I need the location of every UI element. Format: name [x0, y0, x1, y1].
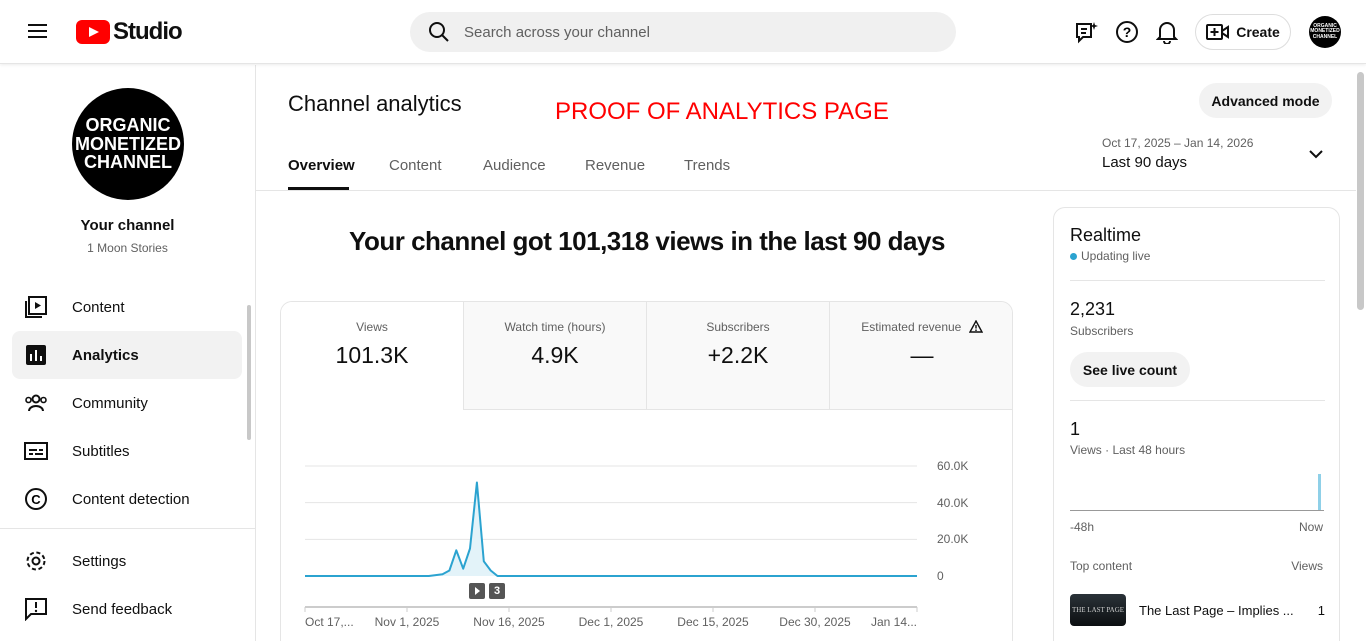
tab-revenue[interactable]: Revenue [585, 157, 646, 174]
x-tick-label: Dec 1, 2025 [578, 615, 644, 629]
sidebar-item-subtitles[interactable]: Subtitles [12, 427, 242, 475]
help-icon[interactable]: ? [1115, 20, 1139, 44]
stat-estimated-revenue[interactable]: Estimated revenue — [830, 302, 1012, 410]
tab-overview[interactable]: Overview [288, 157, 355, 174]
see-live-count-button[interactable]: See live count [1070, 352, 1190, 387]
content-icon [25, 296, 47, 318]
stat-views[interactable]: Views 101.3K [281, 302, 464, 410]
video-published-marker[interactable] [469, 583, 485, 599]
divider [1070, 280, 1325, 281]
x-tick-label: Nov 16, 2025 [473, 615, 545, 629]
marker-count-badge[interactable]: 3 [489, 583, 505, 599]
realtime-card: Realtime Updating live 2,231 Subscribers… [1053, 207, 1340, 641]
tab-content[interactable]: Content [389, 157, 442, 174]
sidebar-item-content-detection[interactable]: C Content detection [12, 475, 242, 523]
sidebar: ORGANIC MONETIZED CHANNEL Your channel 1… [0, 65, 256, 641]
y-tick-label: 60.0K [937, 459, 969, 473]
y-tick-label: 40.0K [937, 495, 969, 510]
studio-logo[interactable]: Studio [76, 18, 183, 46]
community-icon [25, 394, 47, 412]
realtime-title: Realtime [1070, 225, 1142, 245]
x-tick-label: Jan 14... [870, 615, 917, 629]
search-icon [429, 22, 449, 42]
analytics-icon [26, 345, 46, 365]
play-icon [475, 587, 480, 595]
divider [0, 528, 255, 529]
y-tick-label: 20.0K [937, 532, 969, 547]
tab-trends[interactable]: Trends [684, 157, 731, 174]
sidebar-scrollbar[interactable] [247, 305, 251, 440]
realtime-axis [1070, 510, 1324, 511]
stat-subscribers[interactable]: Subscribers +2.2K [647, 302, 830, 410]
create-button[interactable]: Create [1195, 14, 1291, 50]
advanced-mode-button[interactable]: Advanced mode [1199, 83, 1332, 118]
top-content-item[interactable]: THE LAST PAGE The Last Page – Implies ..… [1070, 594, 1325, 626]
youtube-logo-icon [76, 20, 110, 44]
active-tab-indicator [288, 187, 349, 190]
x-tick-label: Nov 1, 2025 [374, 615, 440, 629]
divider [256, 190, 1356, 191]
page-title: Channel analytics [288, 91, 462, 116]
live-dot-icon [1070, 253, 1077, 260]
sidebar-item-community[interactable]: Community [12, 379, 242, 427]
divider [1070, 400, 1325, 401]
page-scrollbar[interactable] [1357, 72, 1364, 310]
headline: Your channel got 101,318 views in the la… [349, 226, 945, 256]
top-bar: Studio Search across your channel ? Crea… [0, 0, 1366, 64]
feedback-icon [25, 598, 47, 621]
warning-icon [968, 319, 983, 333]
sidebar-item-settings[interactable]: Settings [12, 537, 242, 585]
realtime-views-value: 1 [1070, 419, 1081, 439]
stats-card: Views 101.3K Watch time (hours) 4.9K Subsc… [280, 301, 1013, 641]
subtitles-icon [24, 442, 48, 460]
overlay-note: PROOF OF ANALYTICS PAGE [555, 98, 889, 125]
x-tick-label: Dec 15, 2025 [677, 615, 749, 629]
tab-audience[interactable]: Audience [483, 157, 546, 174]
date-range-picker[interactable]: Oct 17, 2025 – Jan 14, 2026 Last 90 days [1102, 136, 1332, 176]
video-plus-icon [1206, 24, 1230, 40]
channel-name: 1 Moon Stories [87, 241, 168, 255]
gear-icon [26, 551, 46, 571]
svg-text:C: C [31, 492, 41, 507]
channel-title[interactable]: Your channel [80, 217, 175, 234]
y-tick-label: 0 [937, 569, 944, 583]
notifications-bell-icon[interactable] [1156, 20, 1178, 44]
realtime-subscribers-value: 2,231 [1070, 299, 1116, 319]
x-tick-label: Oct 17,... [305, 615, 354, 629]
x-tick-label: Dec 30, 2025 [779, 615, 851, 629]
sidebar-item-content[interactable]: Content [12, 283, 242, 331]
sidebar-item-send-feedback[interactable]: Send feedback [12, 585, 242, 633]
chevron-down-icon [1309, 150, 1323, 159]
feedback-sparkle-icon[interactable] [1075, 21, 1099, 45]
search-input[interactable]: Search across your channel [410, 12, 956, 52]
channel-avatar[interactable]: ORGANIC MONETIZED CHANNEL [72, 88, 184, 200]
sidebar-item-analytics[interactable]: Analytics [12, 331, 242, 379]
stat-watch-time[interactable]: Watch time (hours) 4.9K [464, 302, 647, 410]
menu-icon[interactable] [28, 22, 48, 40]
svg-text:?: ? [1123, 24, 1132, 40]
realtime-bar[interactable] [1318, 474, 1321, 510]
video-thumbnail: THE LAST PAGE [1070, 594, 1126, 626]
account-avatar[interactable]: ORGANIC MONETIZED CHANNEL [1309, 16, 1341, 48]
copyright-icon: C [25, 488, 47, 510]
